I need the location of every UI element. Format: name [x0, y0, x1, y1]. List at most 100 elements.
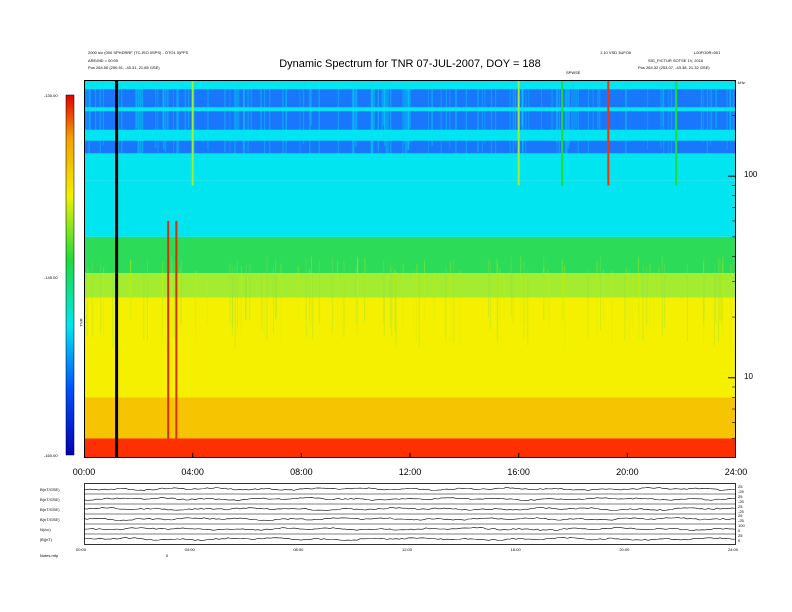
streak-upper-113: [732, 80, 735, 131]
streak-upper-69: [337, 80, 340, 165]
streak-upper-117: [702, 80, 704, 143]
streak-mid-84: [527, 270, 529, 346]
x-tick-label-4: 16:00: [507, 467, 530, 477]
streak-upper-97: [176, 80, 178, 154]
streak-upper-72: [625, 80, 627, 165]
streak-mid-95: [652, 272, 654, 328]
streak-mid-79: [487, 258, 489, 318]
streak-mid-91: [625, 267, 627, 318]
streak-upper-32: [381, 80, 383, 130]
streak-mid-4: [308, 268, 310, 320]
streak-mid-6: [86, 275, 88, 336]
streak-mid-27: [389, 264, 391, 328]
streak-mid-19: [523, 261, 525, 342]
streak-upper-130: [384, 80, 386, 131]
streak-upper-112: [192, 80, 195, 176]
streak-mid-54: [718, 257, 720, 343]
streak-mid-13: [249, 265, 251, 320]
streak-mid-16: [543, 256, 545, 321]
blue-band-0: [84, 89, 736, 108]
streak-mid-86: [229, 262, 231, 323]
streak-upper-125: [352, 80, 355, 157]
streak-upper-52: [370, 80, 372, 154]
colorbar-tick-top: -130.00: [44, 93, 58, 98]
feature-line-3: [191, 80, 194, 186]
streak-mid-96: [383, 260, 385, 324]
streak-upper-96: [481, 80, 483, 153]
streak-mid-76: [266, 257, 268, 340]
streak-mid-5: [331, 258, 333, 332]
streak-upper-120: [121, 80, 123, 160]
streak-mid-67: [543, 266, 545, 320]
streak-upper-76: [299, 80, 301, 175]
streak-mid-46: [561, 259, 563, 321]
streak-upper-14: [135, 80, 137, 128]
feature-line-7: [675, 80, 678, 186]
feature-line-5: [561, 80, 564, 186]
streak-upper-27: [99, 80, 101, 157]
streak-mid-78: [236, 260, 238, 328]
x-tick-label-6: 24:00: [724, 467, 748, 477]
streak-mid-106: [91, 262, 93, 338]
streak-upper-51: [282, 80, 284, 175]
streak-upper-16: [477, 80, 479, 152]
streak-upper-105: [285, 80, 287, 161]
colorbar-tick-mid: -145.00: [44, 275, 58, 280]
streak-upper-50: [138, 80, 140, 172]
streak-mid-9: [171, 256, 173, 340]
streak-mid-61: [100, 262, 102, 334]
chart-title: Dynamic Spectrum for TNR 07-JUL-2007, DO…: [279, 58, 541, 70]
footer-mark: 0: [166, 553, 169, 558]
streak-upper-92: [711, 80, 713, 142]
streak-upper-20: [706, 80, 709, 156]
streak-mid-72: [719, 259, 721, 321]
streak-upper-138: [94, 80, 97, 134]
lower-left-label-2: B(nT/GSE): [40, 506, 60, 512]
streak-upper-93: [302, 80, 305, 144]
streak-mid-0: [713, 271, 715, 346]
streak-upper-36: [514, 80, 516, 130]
streak-upper-54: [162, 80, 164, 129]
lower-trace-1: [84, 497, 736, 501]
x-tick-label-5: 20:00: [616, 467, 639, 477]
streak-mid-66: [453, 259, 455, 343]
streak-upper-119: [243, 80, 246, 169]
streak-mid-101: [234, 265, 236, 348]
lower-left-label-3: B(nT/GSE): [40, 516, 60, 522]
streak-mid-28: [318, 260, 320, 324]
streak-upper-47: [565, 80, 568, 156]
band-6: [84, 438, 736, 458]
streak-upper-86: [140, 80, 142, 163]
band-4: [84, 297, 736, 398]
streak-mid-102: [383, 274, 385, 337]
lower-right-label-0: 25: [738, 484, 743, 489]
streak-mid-115: [611, 270, 613, 346]
feature-line-2: [175, 220, 178, 439]
spectrogram-plot: [84, 80, 736, 458]
streak-mid-99: [395, 272, 397, 334]
lower-right-label-1: -25: [738, 488, 744, 494]
streak-mid-83: [547, 269, 549, 319]
streak-upper-127: [522, 80, 524, 155]
streak-mid-90: [503, 274, 505, 320]
lower-trace-0: [84, 486, 735, 491]
streak-upper-59: [729, 80, 732, 141]
streak-upper-78: [670, 80, 673, 170]
lower-trace-3: [84, 517, 736, 521]
streak-upper-26: [571, 80, 573, 140]
lower-x-tick-label-6: 24:00: [728, 547, 739, 552]
lower-right-label-7: -25: [738, 518, 744, 524]
streak-upper-43: [173, 80, 174, 166]
streak-upper-22: [377, 80, 379, 150]
streak-upper-110: [141, 80, 143, 158]
lower-trace-4: [84, 527, 736, 531]
streak-upper-68: [709, 80, 711, 147]
streak-upper-103: [484, 80, 486, 145]
streak-upper-48: [551, 80, 553, 141]
streak-mid-18: [715, 273, 717, 324]
streak-upper-25: [715, 80, 718, 128]
streak-upper-35: [184, 80, 187, 137]
x-tick-label-3: 12:00: [398, 467, 422, 477]
streak-mid-39: [342, 273, 344, 339]
streak-upper-46: [89, 80, 91, 135]
